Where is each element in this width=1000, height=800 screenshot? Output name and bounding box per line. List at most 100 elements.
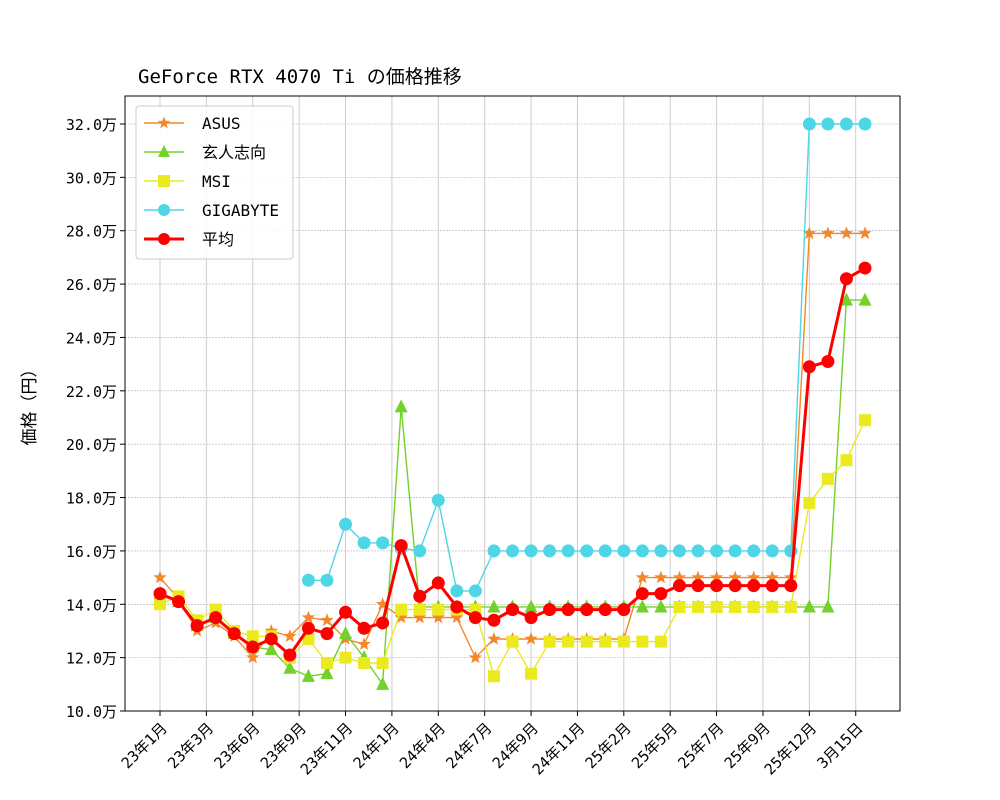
data-point <box>301 573 315 587</box>
y-tick-label: 14.0万 <box>66 596 117 614</box>
data-point <box>858 261 872 275</box>
data-point <box>283 660 297 674</box>
legend-label: GIGABYTE <box>202 201 279 220</box>
data-point <box>153 570 167 584</box>
data-point <box>450 600 464 614</box>
x-tick-label: 23年3月 <box>164 719 217 772</box>
data-point <box>636 635 649 648</box>
data-point <box>821 599 835 613</box>
data-point <box>580 635 593 648</box>
data-point <box>635 599 649 613</box>
series-玄人志向 <box>153 292 872 690</box>
data-point <box>302 632 315 645</box>
data-point <box>525 667 538 680</box>
data-point <box>394 539 408 553</box>
y-tick-label: 30.0万 <box>66 169 117 187</box>
data-point <box>154 598 166 611</box>
data-point <box>839 226 854 240</box>
data-point <box>617 603 631 617</box>
data-point <box>654 570 668 584</box>
legend-item: GIGABYTE <box>144 201 279 220</box>
data-point <box>264 632 278 646</box>
y-tick-label: 10.0万 <box>66 703 117 721</box>
data-point <box>672 570 687 584</box>
data-point <box>710 600 723 613</box>
data-point <box>561 603 575 617</box>
y-tick-label: 20.0万 <box>66 436 117 454</box>
data-point <box>283 648 297 662</box>
data-point <box>283 629 297 642</box>
legend-label: 玄人志向 <box>202 143 266 162</box>
data-point <box>802 599 816 613</box>
data-point <box>580 603 594 617</box>
data-point <box>858 117 872 131</box>
data-point <box>431 610 445 624</box>
data-point <box>599 635 612 648</box>
data-point <box>339 517 353 531</box>
y-tick-label: 22.0万 <box>66 383 117 401</box>
data-point <box>766 600 779 613</box>
data-point <box>859 414 871 427</box>
legend-item: 玄人志向 <box>144 143 266 162</box>
data-point <box>765 579 779 593</box>
y-axis-label: 価格（円） <box>20 361 40 446</box>
data-point <box>654 635 667 648</box>
data-point <box>635 544 649 558</box>
data-point <box>691 570 705 584</box>
data-point <box>376 676 390 690</box>
data-point <box>158 145 170 157</box>
data-point <box>301 621 315 635</box>
data-point <box>487 599 501 613</box>
axes-frame <box>124 95 901 712</box>
data-point <box>227 627 241 641</box>
data-point <box>747 579 761 593</box>
series-line <box>159 232 865 659</box>
data-point <box>158 175 170 187</box>
data-point <box>598 603 612 617</box>
x-tick-label: 24年1月 <box>350 719 403 772</box>
x-tick-label: 23年6月 <box>210 719 263 772</box>
data-point <box>209 611 223 625</box>
data-point <box>413 610 427 624</box>
data-point <box>617 635 630 648</box>
data-point <box>506 603 519 617</box>
x-tick-label: 25年2月 <box>582 719 635 772</box>
data-point <box>543 603 557 617</box>
data-point <box>802 360 816 374</box>
y-axis: 10.0万 12.0万 14.0万 16.0万 18.0万 20.0万 22.0万 24.0万… <box>66 116 125 721</box>
data-point <box>691 544 705 558</box>
data-point <box>264 642 278 656</box>
data-point <box>543 635 556 648</box>
y-tick-label: 24.0万 <box>66 329 117 347</box>
series-line <box>159 266 866 658</box>
data-point <box>747 544 761 558</box>
data-point <box>821 117 835 131</box>
data-point <box>320 656 333 669</box>
data-point <box>858 292 872 306</box>
data-point <box>839 117 853 131</box>
data-point <box>158 204 170 216</box>
data-point <box>468 611 482 625</box>
data-point <box>765 544 779 558</box>
data-point <box>301 668 315 682</box>
legend-label: ASUS <box>202 114 241 133</box>
data-point <box>339 651 352 664</box>
data-point <box>394 399 408 413</box>
data-point <box>728 579 742 593</box>
y-tick-label: 12.0万 <box>66 650 117 668</box>
data-point <box>580 544 594 558</box>
data-point <box>413 544 427 558</box>
data-point <box>821 472 834 485</box>
data-point <box>635 587 649 601</box>
x-tick-label: 24年7月 <box>442 719 495 772</box>
data-point <box>747 570 761 584</box>
data-point <box>821 226 835 240</box>
x-axis: 23年1月23年3月23年6月23年9月23年11月24年1月24年4月24年7… <box>118 711 867 779</box>
data-point <box>376 616 390 630</box>
data-point <box>784 579 798 593</box>
data-point <box>320 627 334 641</box>
legend-label: MSI <box>202 172 231 191</box>
data-point <box>357 621 371 635</box>
data-point <box>765 570 779 584</box>
data-point <box>506 635 519 648</box>
